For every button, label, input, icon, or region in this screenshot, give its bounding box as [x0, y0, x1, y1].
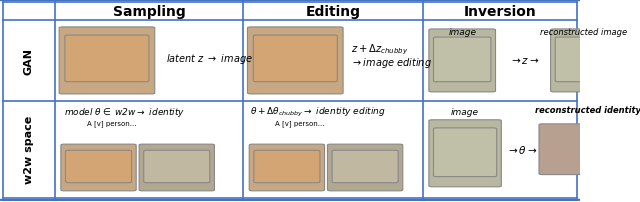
FancyBboxPatch shape — [65, 150, 132, 183]
FancyBboxPatch shape — [249, 144, 324, 191]
FancyBboxPatch shape — [429, 120, 501, 187]
Text: $\rightarrow z\rightarrow$: $\rightarrow z\rightarrow$ — [509, 56, 540, 66]
FancyBboxPatch shape — [581, 124, 627, 175]
Text: GAN: GAN — [24, 48, 34, 75]
FancyBboxPatch shape — [623, 124, 640, 175]
Text: $\rightarrow\theta\rightarrow$: $\rightarrow\theta\rightarrow$ — [506, 143, 537, 156]
Text: Inversion: Inversion — [463, 5, 536, 19]
Text: latent $z$ $\rightarrow$ image: latent $z$ $\rightarrow$ image — [166, 52, 253, 66]
FancyBboxPatch shape — [332, 150, 398, 183]
FancyBboxPatch shape — [550, 30, 617, 93]
FancyBboxPatch shape — [0, 1, 582, 200]
FancyBboxPatch shape — [429, 30, 495, 93]
FancyBboxPatch shape — [144, 150, 210, 183]
Text: A [v] person...: A [v] person... — [87, 120, 136, 127]
FancyBboxPatch shape — [254, 150, 320, 183]
FancyBboxPatch shape — [65, 36, 149, 82]
FancyBboxPatch shape — [433, 38, 491, 82]
FancyBboxPatch shape — [253, 36, 337, 82]
FancyBboxPatch shape — [328, 144, 403, 191]
Text: w2w space: w2w space — [24, 116, 34, 183]
FancyBboxPatch shape — [61, 144, 136, 191]
FancyBboxPatch shape — [539, 124, 584, 175]
Text: $\rightarrow$image editing: $\rightarrow$image editing — [351, 56, 431, 70]
Text: model $\theta \in$ w2w$\rightarrow$ identity: model $\theta \in$ w2w$\rightarrow$ iden… — [64, 106, 185, 119]
Text: image: image — [451, 108, 479, 117]
Text: image: image — [448, 28, 476, 37]
FancyBboxPatch shape — [556, 38, 612, 82]
Text: $\theta + \Delta\theta_{chubby} \rightarrow$ identity editing: $\theta + \Delta\theta_{chubby} \rightar… — [250, 106, 386, 119]
Text: reconstructed image: reconstructed image — [540, 28, 627, 37]
FancyBboxPatch shape — [433, 128, 497, 177]
FancyBboxPatch shape — [59, 28, 155, 95]
FancyBboxPatch shape — [139, 144, 214, 191]
Text: Sampling: Sampling — [113, 5, 186, 19]
Text: $z + \Delta z_{chubby}$: $z + \Delta z_{chubby}$ — [351, 43, 408, 57]
FancyBboxPatch shape — [248, 28, 343, 95]
Text: reconstructed identity: reconstructed identity — [535, 106, 640, 115]
Text: A [v] person...: A [v] person... — [275, 120, 324, 127]
Text: Editing: Editing — [306, 5, 361, 19]
